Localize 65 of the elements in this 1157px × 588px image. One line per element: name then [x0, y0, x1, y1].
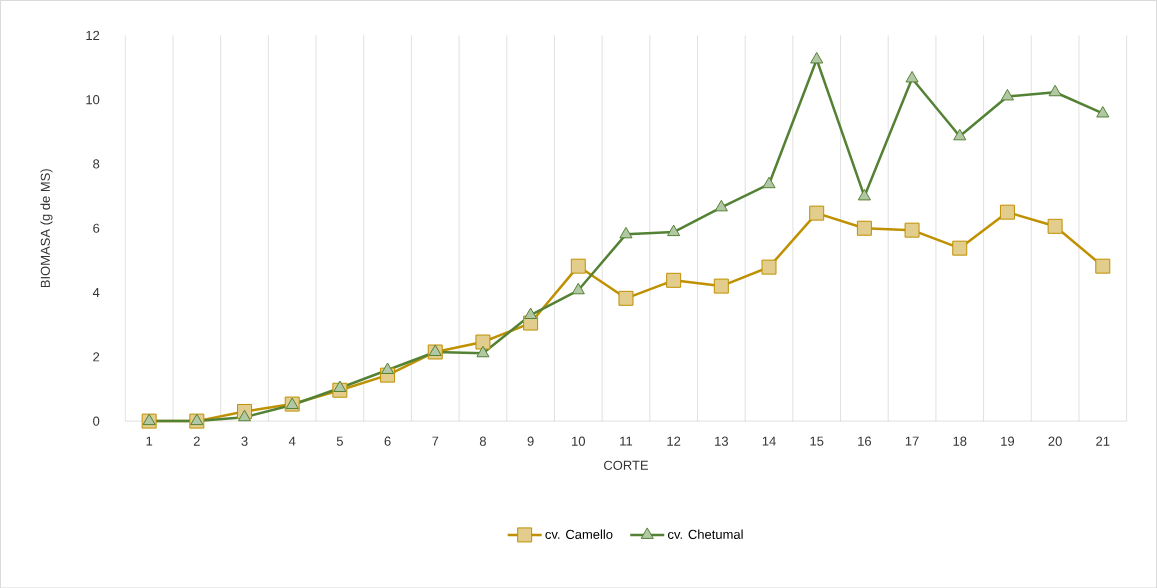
legend-label: cv. Camello — [545, 529, 613, 539]
point — [570, 258, 586, 274]
y-tick-label: 0 — [93, 416, 100, 426]
y-tick-label: 4 — [92, 287, 100, 297]
point — [618, 290, 634, 306]
x-tick-label: 7 — [432, 436, 439, 446]
x-tick-label: 21 — [1096, 436, 1110, 446]
x-tick-label: 9 — [527, 436, 534, 446]
y-tick-label: 10 — [86, 94, 100, 105]
x-tick-label: 20 — [1048, 436, 1062, 446]
y-axis-title: BIOMASA (g de MS) — [40, 168, 53, 287]
x-tick-label: 4 — [288, 436, 296, 446]
x-tick-label: 16 — [858, 436, 872, 446]
y-tick-label: 8 — [93, 159, 100, 169]
x-tick-label: 19 — [1001, 436, 1015, 446]
x-tick-label: 13 — [715, 436, 728, 446]
point — [904, 222, 920, 238]
legend-label: cv. Chetumal — [668, 529, 743, 539]
x-tick-label: 14 — [762, 436, 776, 446]
y-tick-label: 12 — [86, 30, 100, 40]
x-tick-label: 3 — [241, 436, 248, 446]
x-tick-label: 11 — [620, 436, 633, 446]
point — [381, 362, 395, 374]
point — [1095, 258, 1111, 274]
x-tick-label: 8 — [479, 436, 486, 446]
point — [1096, 105, 1110, 118]
point — [619, 226, 633, 239]
point — [524, 307, 538, 319]
point — [999, 204, 1015, 220]
point — [476, 345, 490, 358]
point — [571, 282, 585, 295]
point — [666, 272, 682, 288]
point — [713, 278, 729, 294]
point — [953, 128, 967, 141]
point — [333, 380, 347, 392]
point — [857, 188, 871, 201]
point — [1048, 84, 1062, 97]
point — [714, 199, 728, 212]
point — [475, 334, 491, 350]
point — [667, 224, 681, 236]
x-tick-label: 10 — [572, 436, 586, 446]
x-tick-label: 1 — [146, 436, 153, 446]
x-axis-title: CORTE — [604, 460, 649, 470]
point — [237, 409, 252, 422]
point — [809, 205, 825, 221]
x-tick-label: 17 — [905, 436, 919, 446]
point — [761, 259, 777, 275]
point — [762, 176, 776, 189]
x-tick-label: 15 — [810, 436, 824, 446]
x-tick-label: 2 — [193, 436, 200, 446]
point — [810, 51, 824, 64]
y-tick-label: 6 — [93, 223, 100, 233]
point — [952, 240, 968, 256]
point — [190, 413, 204, 425]
point — [1047, 218, 1063, 234]
x-tick-label: 6 — [384, 436, 391, 446]
point — [905, 70, 919, 83]
x-tick-label: 18 — [953, 436, 967, 446]
x-tick-label: 5 — [336, 436, 343, 446]
point — [428, 344, 442, 356]
point — [1000, 88, 1014, 101]
point — [142, 413, 156, 425]
x-tick-label: 12 — [667, 436, 681, 446]
point — [856, 220, 872, 236]
y-tick-label: 2 — [93, 352, 100, 362]
